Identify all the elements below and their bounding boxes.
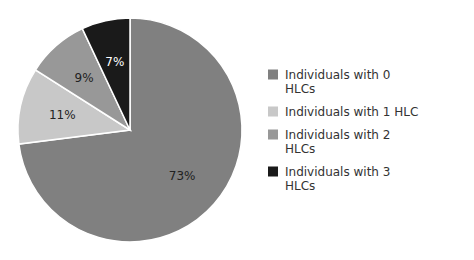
- legend-label-line: HLCs: [285, 82, 315, 96]
- data-labels: 73% 11% 9% 7%: [49, 55, 196, 183]
- data-label: 73%: [169, 169, 196, 183]
- legend-label-line: HLCs: [285, 142, 315, 156]
- legend-label-line: Individuals with 3: [285, 165, 390, 179]
- legend-swatch: [268, 167, 278, 177]
- pie: [18, 18, 242, 242]
- chart: 73%11%9%7%Individuals with 0HLCsIndividu…: [0, 0, 474, 260]
- data-label: 11%: [49, 108, 76, 122]
- legend-label-line: HLCs: [285, 179, 315, 193]
- data-label: 9%: [75, 71, 94, 85]
- legend-label-line: Individuals with 2: [285, 128, 390, 142]
- legend-swatch: [268, 107, 278, 117]
- legend-label: Individuals with 3HLCs: [285, 165, 390, 193]
- legend-label: Individuals with 1 HLC: [285, 105, 418, 119]
- pie-slice: [19, 18, 242, 242]
- legend-swatch: [268, 130, 278, 140]
- legend-label: Individuals with 2HLCs: [285, 128, 390, 156]
- legend-label: Individuals with 0HLCs: [285, 68, 390, 96]
- data-label: 7%: [105, 55, 124, 69]
- legend-label-line: Individuals with 1 HLC: [285, 105, 418, 119]
- legend-swatch: [268, 70, 278, 80]
- legend-label-line: Individuals with 0: [285, 68, 390, 82]
- legend: Individuals with 0HLCsIndividuals with 1…: [268, 68, 418, 193]
